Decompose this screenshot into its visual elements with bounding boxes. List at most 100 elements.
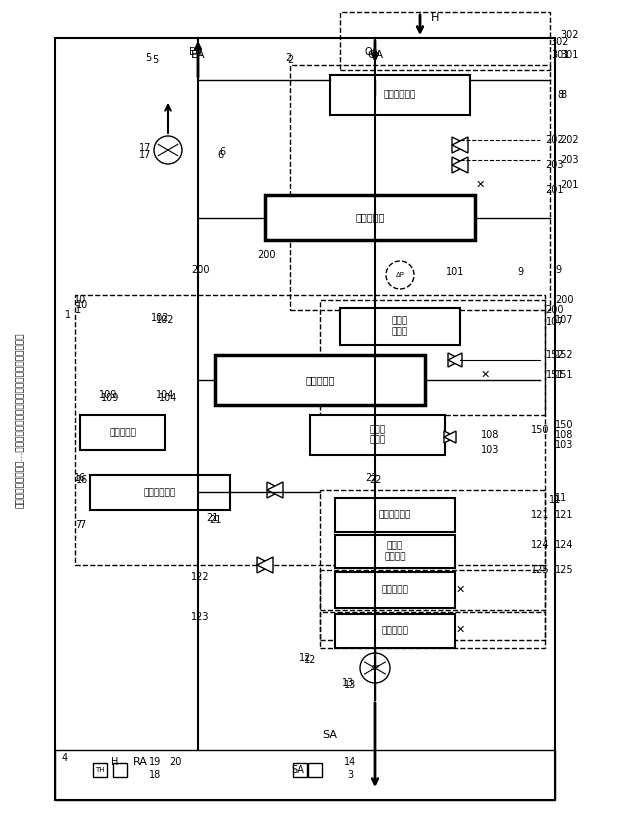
- Polygon shape: [452, 157, 468, 173]
- Text: 冷暖水
コイル: 冷暖水 コイル: [392, 317, 408, 337]
- Text: ✕: ✕: [455, 585, 465, 595]
- Polygon shape: [452, 137, 468, 153]
- Text: 8: 8: [560, 90, 566, 100]
- Text: ✕: ✕: [455, 625, 465, 635]
- Text: EA: EA: [191, 50, 205, 60]
- Text: RA: RA: [132, 757, 147, 767]
- Text: 17: 17: [139, 150, 151, 160]
- Text: 124: 124: [531, 540, 549, 550]
- Text: 感温性
温調器: 感温性 温調器: [369, 425, 385, 445]
- Text: SA: SA: [323, 730, 337, 740]
- Text: アンフィルタ: アンフィルタ: [379, 510, 411, 519]
- Bar: [335, 535, 455, 568]
- Text: 3: 3: [347, 770, 353, 780]
- Text: 203: 203: [546, 160, 564, 170]
- Text: 301: 301: [551, 50, 569, 60]
- Bar: [335, 572, 455, 608]
- Text: 107: 107: [555, 315, 573, 325]
- Text: 冷水コイル: 冷水コイル: [381, 586, 408, 595]
- Text: 21: 21: [209, 515, 221, 525]
- Bar: [335, 498, 455, 532]
- Text: 12: 12: [299, 653, 311, 663]
- Bar: [293, 763, 307, 777]
- Text: H: H: [111, 757, 118, 767]
- Text: 16: 16: [76, 475, 88, 485]
- Bar: [80, 415, 165, 450]
- Text: 14: 14: [344, 757, 356, 767]
- Text: 19: 19: [149, 757, 161, 767]
- Text: 302: 302: [551, 37, 569, 47]
- Text: 2: 2: [287, 55, 293, 65]
- Text: 10: 10: [76, 300, 88, 310]
- Text: 123: 123: [191, 612, 209, 622]
- Text: 152: 152: [555, 350, 573, 360]
- Text: ΔP: ΔP: [371, 665, 380, 671]
- Polygon shape: [452, 157, 468, 173]
- Text: OA: OA: [365, 47, 379, 57]
- Text: 103: 103: [555, 440, 573, 450]
- Text: H: H: [431, 13, 439, 23]
- Bar: [55, 38, 555, 800]
- Text: 151: 151: [555, 370, 573, 380]
- Bar: [55, 750, 555, 800]
- Bar: [335, 614, 455, 648]
- Bar: [340, 12, 550, 70]
- Text: 11: 11: [549, 495, 561, 505]
- Bar: [93, 763, 107, 777]
- Text: アンフィルタ: アンフィルタ: [384, 90, 416, 99]
- Polygon shape: [448, 353, 462, 367]
- Text: 201: 201: [546, 185, 564, 195]
- Text: 124: 124: [555, 540, 573, 550]
- Text: 暖水コイル: 暖水コイル: [109, 428, 136, 437]
- Text: 13: 13: [342, 678, 354, 688]
- Text: 301: 301: [560, 50, 579, 60]
- Text: 1: 1: [75, 305, 81, 315]
- Polygon shape: [267, 482, 283, 498]
- Text: 202: 202: [546, 135, 564, 145]
- Text: 150: 150: [531, 425, 549, 435]
- Polygon shape: [267, 482, 283, 498]
- Text: 200: 200: [258, 250, 276, 260]
- Text: 11: 11: [555, 493, 567, 503]
- Text: 2: 2: [285, 53, 291, 63]
- Polygon shape: [448, 353, 462, 367]
- Bar: [320, 570, 545, 610]
- Text: 18: 18: [149, 770, 161, 780]
- Text: 101: 101: [446, 267, 464, 277]
- Text: OA: OA: [367, 50, 383, 60]
- Bar: [75, 295, 545, 565]
- Text: 13: 13: [344, 680, 356, 690]
- Bar: [320, 490, 545, 640]
- Bar: [308, 763, 322, 777]
- Text: 22: 22: [369, 475, 381, 485]
- Text: 5: 5: [145, 53, 151, 63]
- Text: 125: 125: [555, 565, 573, 575]
- Text: 151: 151: [546, 370, 564, 380]
- Text: 熱源供熱器: 熱源供熱器: [355, 213, 385, 222]
- Text: ΔP: ΔP: [396, 272, 404, 278]
- Circle shape: [386, 261, 414, 289]
- Text: 1: 1: [65, 310, 71, 320]
- Text: 空気調和機フロー図…ピーク期（全熱交＋冷温水コイル＋デシカント）: 空気調和機フロー図…ピーク期（全熱交＋冷温水コイル＋デシカント）: [15, 332, 24, 508]
- Text: 109: 109: [99, 390, 117, 400]
- Text: 104: 104: [159, 393, 177, 403]
- Text: 107: 107: [546, 317, 564, 327]
- Text: 9: 9: [517, 267, 523, 277]
- Text: 22: 22: [365, 473, 378, 483]
- Text: 108: 108: [481, 430, 499, 440]
- Bar: [215, 355, 425, 405]
- Text: 200: 200: [546, 305, 564, 315]
- Text: 17: 17: [139, 143, 151, 153]
- Bar: [265, 195, 475, 240]
- Text: 150: 150: [555, 420, 573, 430]
- Bar: [320, 612, 545, 648]
- Polygon shape: [444, 431, 456, 443]
- Text: 暖水コイル: 暖水コイル: [381, 627, 408, 635]
- Polygon shape: [257, 557, 273, 573]
- Text: 12: 12: [304, 655, 316, 665]
- Text: 9: 9: [555, 265, 561, 275]
- Bar: [290, 65, 550, 310]
- Text: 5: 5: [152, 55, 158, 65]
- Text: 109: 109: [101, 393, 119, 403]
- Text: 8: 8: [557, 90, 563, 100]
